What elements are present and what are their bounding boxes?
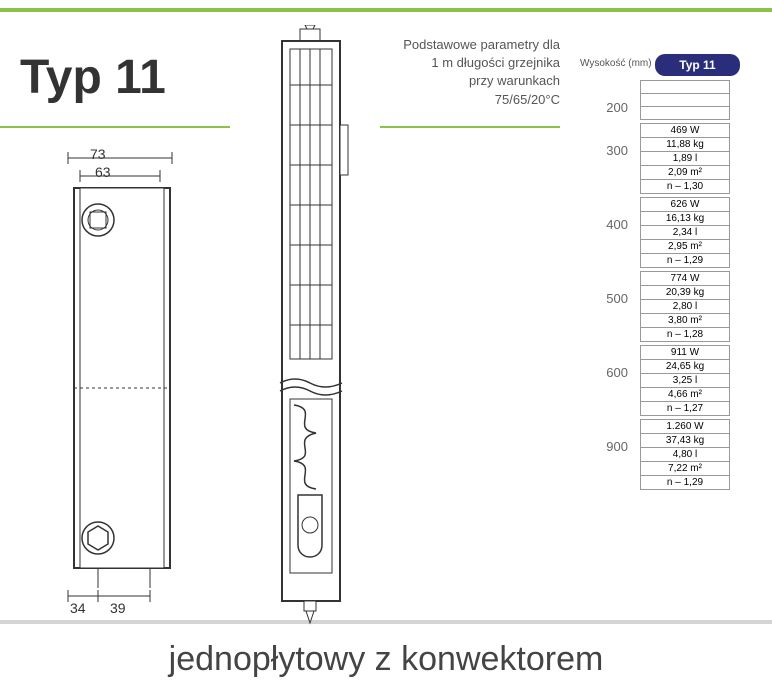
top-accent-bar [0,8,772,12]
spec-cells: 774 W20,39 kg2,80 l3,80 m²n – 1,28 [640,271,730,341]
spec-cells: 1.260 W37,43 kg4,80 l7,22 m²n – 1,29 [640,419,730,489]
spec-cell: 37,43 kg [640,433,730,448]
spec-cell: 4,80 l [640,447,730,462]
spec-cells: 626 W16,13 kg2,34 l2,95 m²n – 1,29 [640,197,730,267]
spec-group: 9001.260 W37,43 kg4,80 l7,22 m²n – 1,29 [580,419,740,489]
spec-cell: 626 W [640,197,730,212]
spec-group: 400626 W16,13 kg2,34 l2,95 m²n – 1,29 [580,197,740,267]
desc-line: Podstawowe parametry dla [380,36,560,54]
spec-cell: 911 W [640,345,730,360]
desc-line: przy warunkach [380,72,560,90]
spec-cell: 2,09 m² [640,165,730,180]
spec-cell: 16,13 kg [640,211,730,226]
bottom-divider [0,620,772,624]
page-title: Typ 11 [20,50,166,105]
front-view-diagram [50,140,210,620]
spec-cell [640,93,730,107]
height-value: 300 [580,123,640,158]
spec-table: 200 300469 W11,88 kg1,89 l2,09 m²n – 1,30… [580,80,740,493]
type-column-header: Typ 11 [655,54,740,76]
dimension-bottom-right: 39 [110,600,126,616]
spec-cell: 20,39 kg [640,285,730,300]
spec-cells: 911 W24,65 kg3,25 l4,66 m²n – 1,27 [640,345,730,415]
dimension-bottom-left: 34 [70,600,86,616]
spec-cell: 3,80 m² [640,313,730,328]
spec-cell: 2,34 l [640,225,730,240]
bottom-caption: jednopłytowy z konwektorem [0,640,772,679]
spec-cell: 1,89 l [640,151,730,166]
spec-cell: 24,65 kg [640,359,730,374]
spec-group: 600911 W24,65 kg3,25 l4,66 m²n – 1,27 [580,345,740,415]
spec-cell: 469 W [640,123,730,138]
spec-cell: n – 1,29 [640,475,730,490]
height-value: 200 [580,80,640,115]
dimension-top-inner: 63 [95,164,111,180]
spec-cell: n – 1,29 [640,253,730,268]
side-view-diagram [260,25,370,625]
height-value: 900 [580,419,640,454]
desc-line: 1 m długości grzejnika [380,54,560,72]
height-column-label: Wysokość (mm) [580,58,652,69]
spec-cell: n – 1,27 [640,401,730,416]
spec-cell: 2,80 l [640,299,730,314]
spec-cell: n – 1,28 [640,327,730,342]
spec-cell: n – 1,30 [640,179,730,194]
title-underline [0,126,230,128]
spec-group: 300469 W11,88 kg1,89 l2,09 m²n – 1,30 [580,123,740,193]
spec-cell: 7,22 m² [640,461,730,476]
spec-cell [640,80,730,94]
desc-underline [380,126,560,128]
spec-cells [640,80,730,119]
spec-cell [640,106,730,120]
desc-line: 75/65/20°C [380,91,560,109]
height-value: 600 [580,345,640,380]
spec-cell: 11,88 kg [640,137,730,152]
height-value: 500 [580,271,640,306]
spec-cell: 3,25 l [640,373,730,388]
spec-cell: 4,66 m² [640,387,730,402]
spec-group: 500774 W20,39 kg2,80 l3,80 m²n – 1,28 [580,271,740,341]
spec-cell: 1.260 W [640,419,730,434]
parameters-description: Podstawowe parametry dla 1 m długości gr… [380,36,560,109]
dimension-top-outer: 73 [90,146,106,162]
spec-cells: 469 W11,88 kg1,89 l2,09 m²n – 1,30 [640,123,730,193]
spec-group: 200 [580,80,740,119]
height-value: 400 [580,197,640,232]
spec-cell: 2,95 m² [640,239,730,254]
spec-cell: 774 W [640,271,730,286]
